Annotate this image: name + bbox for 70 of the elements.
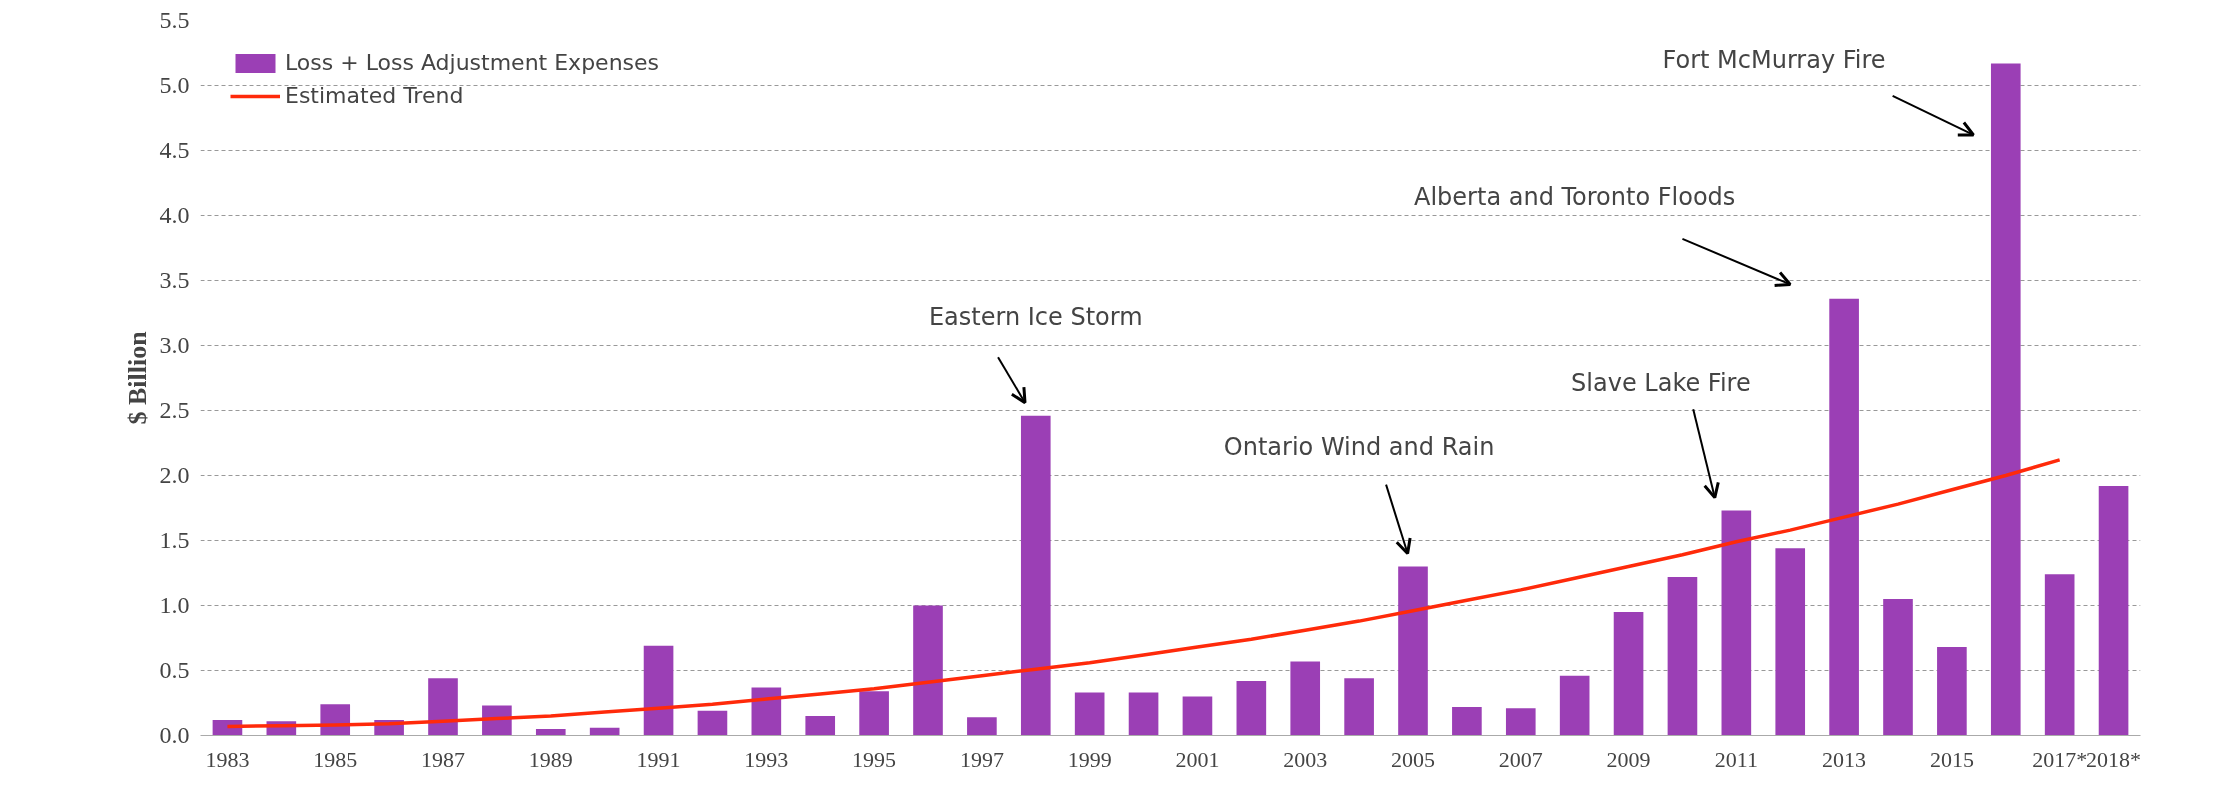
bar	[805, 716, 836, 736]
annotation: Fort McMurray Fire	[1662, 45, 1886, 74]
bar	[1236, 680, 1267, 736]
x-tick-label: 1989	[528, 746, 573, 772]
y-tick-label: 5.0	[159, 72, 190, 98]
annotation: Alberta and Toronto Floods	[1414, 183, 1736, 212]
bar	[859, 691, 889, 736]
line-series	[225, 458, 2062, 729]
x-tick-label: 2007	[1498, 746, 1543, 772]
x-tick-label: 2011	[1714, 746, 1758, 772]
bar	[967, 717, 997, 736]
bar	[1559, 675, 1590, 736]
bar	[1937, 647, 1967, 736]
bar	[1829, 298, 1859, 736]
x-tick-label: 1995	[852, 746, 897, 772]
x-tick-label: 1991	[636, 746, 681, 772]
y-tick-label: 3.5	[159, 267, 190, 293]
annotation: Eastern Ice Storm	[928, 302, 1143, 331]
bar	[1667, 576, 1698, 736]
bar	[1020, 415, 1051, 736]
bar	[2044, 574, 2075, 736]
bar	[1128, 692, 1159, 736]
bar	[1883, 599, 1913, 736]
bar	[1290, 661, 1321, 736]
y-tick-label: 1.0	[159, 592, 190, 618]
y-tick-label: 0.0	[159, 722, 190, 748]
x-tick-label: 2009	[1606, 746, 1651, 772]
y-tick-label: 4.5	[159, 137, 190, 163]
y-tick-label: 2.0	[159, 462, 190, 488]
y-tick-label: 3.0	[159, 332, 190, 358]
x-tick-label: 2018*	[2086, 746, 2142, 772]
bar	[1452, 706, 1482, 736]
bar	[2098, 485, 2129, 736]
annotation: Slave Lake Fire	[1571, 369, 1751, 398]
x-tick-label: 2013	[1822, 746, 1867, 772]
x-tick-label: 1987	[421, 746, 465, 772]
x-tick-label: 2017*	[2032, 746, 2088, 772]
bar	[751, 687, 782, 736]
y-axis-title: $ Billion	[122, 330, 152, 425]
bar	[428, 678, 458, 736]
x-tick-label: 1997	[959, 746, 1004, 772]
x-tick-label: 1983	[205, 746, 250, 772]
y-tick-label: 2.5	[159, 397, 190, 423]
x-tick-label: 2003	[1283, 746, 1328, 772]
annotation: Ontario Wind and Rain	[1223, 432, 1495, 461]
bar	[1505, 708, 1536, 736]
bar	[1398, 566, 1428, 736]
bar	[1074, 692, 1105, 736]
bar	[1990, 63, 2021, 736]
y-tick-label: 4.0	[159, 202, 190, 228]
bar	[1182, 696, 1213, 736]
y-tick-label: 1.5	[159, 527, 190, 553]
bar	[1721, 510, 1752, 736]
bar	[1775, 548, 1806, 736]
x-tick-label: 2005	[1391, 746, 1435, 772]
y-tick-label: 0.5	[159, 657, 190, 683]
x-tick-label: 2001	[1175, 746, 1220, 772]
bar	[1344, 678, 1374, 736]
x-tick-label: 1993	[744, 746, 789, 772]
legend-label: Loss + Loss Adjustment Expenses	[285, 50, 660, 75]
legend-label: Estimated Trend	[285, 83, 464, 108]
y-tick-label: 5.5	[159, 7, 190, 33]
x-tick-label: 1999	[1067, 746, 1112, 772]
bar	[913, 605, 943, 736]
bar	[1613, 612, 1644, 736]
x-tick-label: 1985	[313, 746, 358, 772]
bar	[697, 710, 728, 736]
bar	[535, 729, 566, 736]
x-tick-label: 2015	[1929, 746, 1974, 772]
bar	[643, 645, 674, 736]
